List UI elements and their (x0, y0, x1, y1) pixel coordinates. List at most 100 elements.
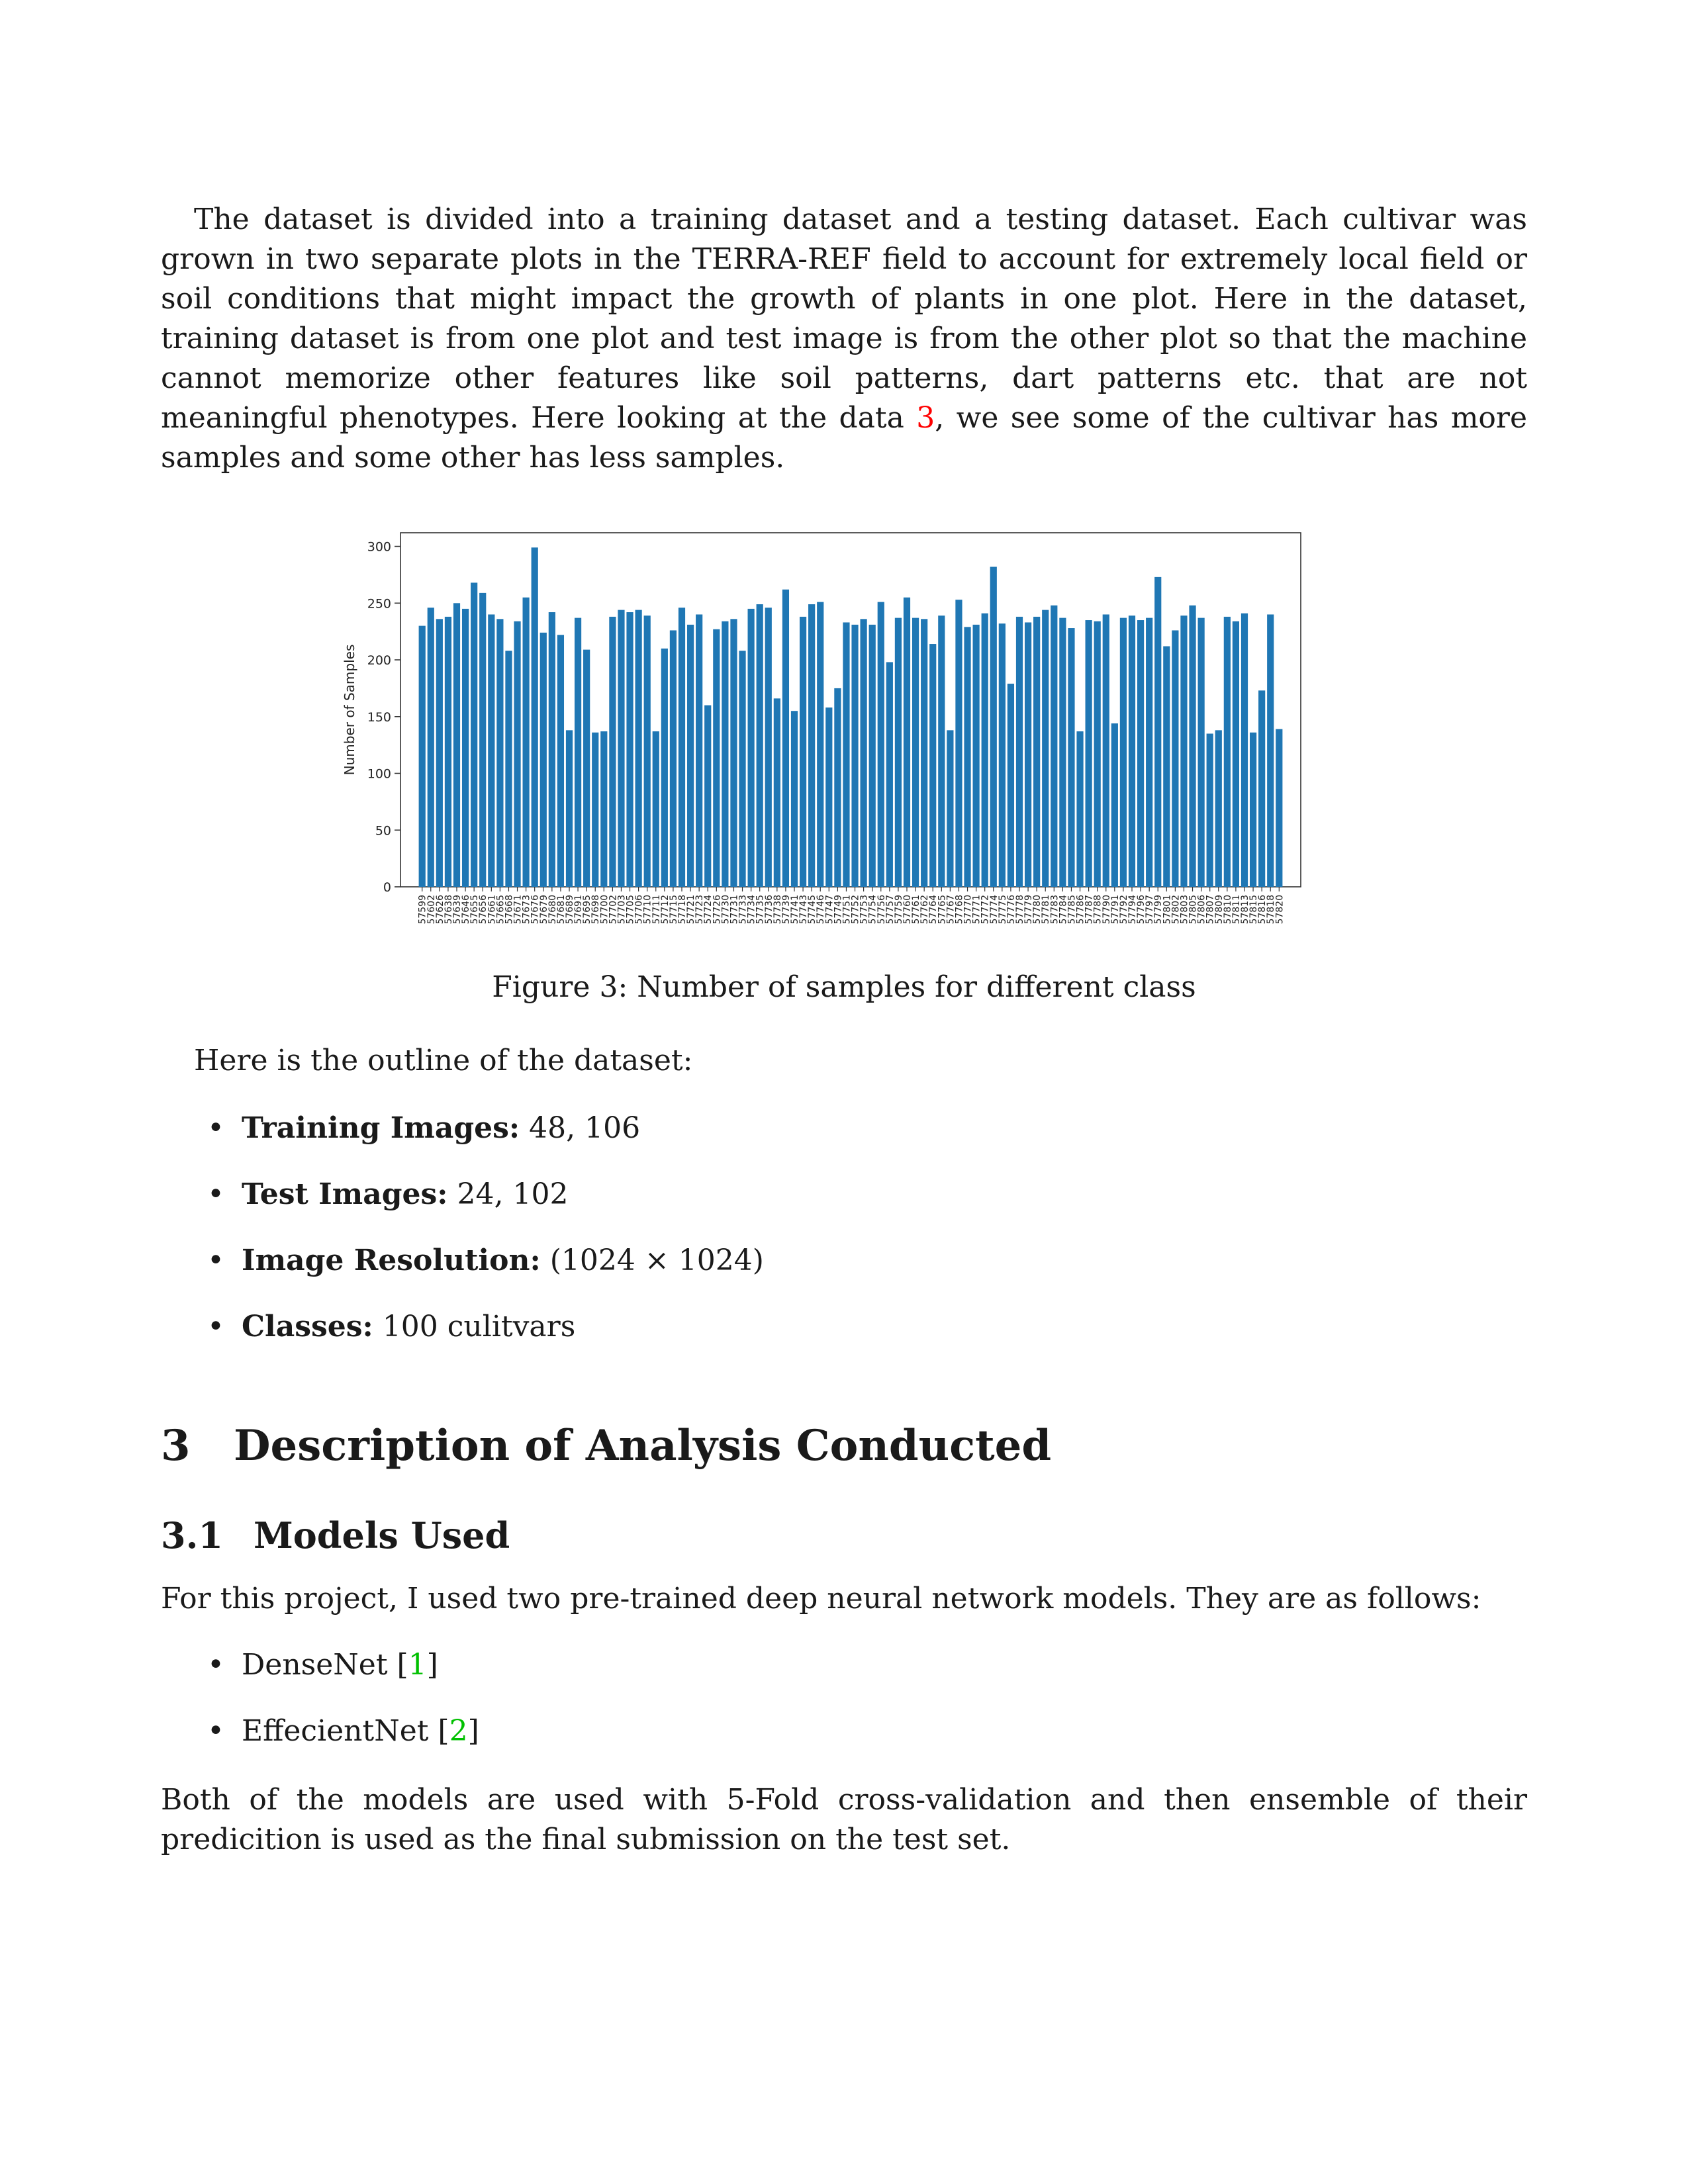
x-tick-label: 57753 (859, 895, 870, 925)
bar (947, 730, 954, 887)
x-tick-label: 57723 (694, 895, 705, 925)
bar (903, 597, 911, 887)
x-tick-label: 57813 (1240, 895, 1250, 925)
x-tick-label: 57805 (1188, 895, 1199, 925)
x-tick-label: 57754 (868, 895, 878, 925)
bar (1172, 630, 1179, 887)
x-tick-label: 57802 (1170, 895, 1181, 925)
x-tick-label: 57706 (634, 895, 645, 925)
outline-item-value: 24, 102 (457, 1177, 569, 1211)
bar (1024, 622, 1032, 887)
x-tick-label: 57774 (989, 895, 1000, 925)
x-tick-label: 57764 (928, 895, 939, 925)
bar (444, 616, 452, 887)
x-tick-label: 57733 (738, 895, 749, 925)
bar (868, 624, 876, 887)
x-tick-label: 57724 (703, 895, 714, 925)
bullet-icon: • (207, 1244, 224, 1277)
y-tick-label: 50 (375, 823, 391, 838)
bar (886, 662, 893, 887)
bar (843, 622, 850, 887)
x-tick-label: 57726 (712, 895, 722, 925)
bar (739, 651, 746, 887)
bar (972, 624, 980, 887)
x-tick-label: 57676 (530, 895, 541, 925)
subsection-heading: 3.1 Models Used (161, 1512, 510, 1559)
figure-reference-link[interactable]: 3 (916, 401, 935, 435)
outline-item-label: Classes: (242, 1310, 373, 1343)
x-tick-label: 57759 (894, 895, 904, 925)
outline-intro: Here is the outline of the dataset: (194, 1044, 693, 1077)
y-tick-label: 200 (367, 653, 391, 668)
y-tick-label: 250 (367, 596, 391, 611)
bar (765, 608, 772, 887)
bar (1094, 621, 1101, 887)
citation-link[interactable]: 2 (449, 1714, 468, 1748)
x-tick-label: 57695 (582, 895, 592, 925)
bar (1267, 614, 1274, 887)
bar (1189, 605, 1196, 887)
models-intro: For this project, I used two pre-trained… (161, 1582, 1481, 1615)
x-tick-label: 57783 (1049, 895, 1060, 925)
x-tick-label: 57784 (1058, 895, 1068, 925)
x-tick-label: 57757 (885, 895, 896, 925)
bar (730, 619, 737, 887)
bar (1154, 576, 1162, 887)
x-tick-label: 57700 (599, 895, 610, 925)
x-tick-label: 57781 (1041, 895, 1051, 925)
bar (1215, 730, 1222, 887)
outline-item-label: Training Images: (242, 1111, 520, 1145)
x-tick-label: 57689 (565, 895, 575, 925)
bar (453, 603, 461, 887)
bar (1068, 628, 1075, 887)
bar (955, 600, 962, 887)
x-tick-label: 57780 (1032, 895, 1043, 925)
figure-caption: Figure 3: Number of samples for differen… (492, 970, 1196, 1004)
bar (1119, 617, 1127, 887)
x-tick-label: 57752 (851, 895, 861, 925)
x-tick-label: 57760 (902, 895, 913, 925)
bar (860, 619, 867, 887)
bullet-icon: • (207, 1111, 224, 1145)
bar (747, 608, 755, 887)
x-tick-label: 57681 (556, 895, 567, 925)
bar (1232, 621, 1240, 887)
bar (626, 612, 633, 887)
x-tick-label: 57705 (626, 895, 636, 925)
bar (531, 547, 538, 887)
bar (678, 608, 686, 887)
x-tick-label: 57806 (1197, 895, 1207, 925)
y-tick-label: 150 (367, 710, 391, 725)
citation-link[interactable]: 1 (408, 1648, 427, 1682)
bar (964, 627, 971, 887)
bullet-icon: • (207, 1310, 224, 1343)
bar (661, 648, 668, 887)
x-tick-label: 57801 (1162, 895, 1172, 925)
bar (990, 567, 997, 887)
x-tick-label: 57797 (1145, 895, 1155, 925)
x-tick-label: 57738 (773, 895, 783, 925)
bar (825, 707, 833, 887)
bar (1085, 620, 1092, 887)
x-tick-label: 57679 (539, 895, 549, 925)
bar (574, 617, 582, 887)
bar (669, 630, 677, 887)
outline-item-label: Image Resolution: (242, 1244, 541, 1277)
bar (1223, 616, 1231, 887)
bar (514, 621, 521, 887)
bar (790, 711, 798, 887)
bar (471, 582, 478, 887)
bar (1076, 731, 1084, 887)
bar (479, 592, 487, 887)
bar (1007, 684, 1015, 887)
bullet-icon: • (207, 1648, 224, 1682)
outline-item-value: (1024 × 1024) (549, 1244, 764, 1277)
bar (1111, 723, 1118, 887)
x-tick-label: 57820 (1274, 895, 1285, 925)
x-tick-label: 57779 (1023, 895, 1034, 925)
intro-paragraph: The dataset is divided into a training d… (161, 200, 1527, 478)
x-tick-label: 57661 (487, 895, 497, 925)
x-tick-label: 57775 (998, 895, 1008, 925)
y-axis-label: Number of Samples (342, 645, 357, 776)
bar (1128, 615, 1136, 887)
